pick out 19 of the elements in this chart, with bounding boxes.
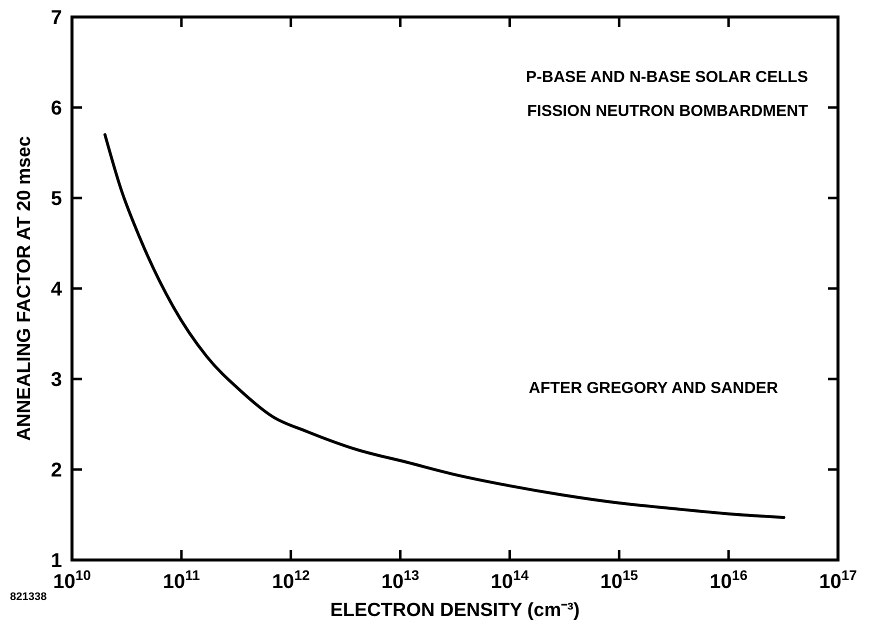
annotation: AFTER GREGORY AND SANDER	[528, 380, 778, 397]
annotation: P-BASE AND N-BASE SOLAR CELLS	[526, 69, 808, 86]
y-axis-title: ANNEALING FACTOR AT 20 msec	[14, 136, 35, 441]
x-tick-label: 10$^{13}$	[381, 567, 420, 593]
x-axis-title: ELECTRON DENSITY (cm⁻³)	[330, 600, 580, 621]
y-tick-label: 2	[50, 460, 62, 482]
x-tick-label: 10$^{14}$	[490, 567, 529, 593]
x-tick-label: 10$^{12}$	[272, 567, 310, 593]
x-tick-label: 10$^{16}$	[710, 567, 748, 593]
y-tick-label: 6	[50, 98, 62, 120]
y-tick-label: 4	[50, 278, 63, 300]
text: 821338	[10, 591, 47, 603]
y-tick-label: 7	[50, 7, 62, 29]
y-tick-label: 3	[50, 369, 62, 391]
x-tick-label: 10$^{17}$	[819, 567, 858, 593]
y-tick-label: 5	[50, 188, 62, 210]
x-tick-label: 10$^{15}$	[600, 567, 638, 593]
x-tick-label: 10$^{11}$	[162, 567, 200, 593]
annotation: FISSION NEUTRON BOMBARDMENT	[527, 103, 808, 120]
